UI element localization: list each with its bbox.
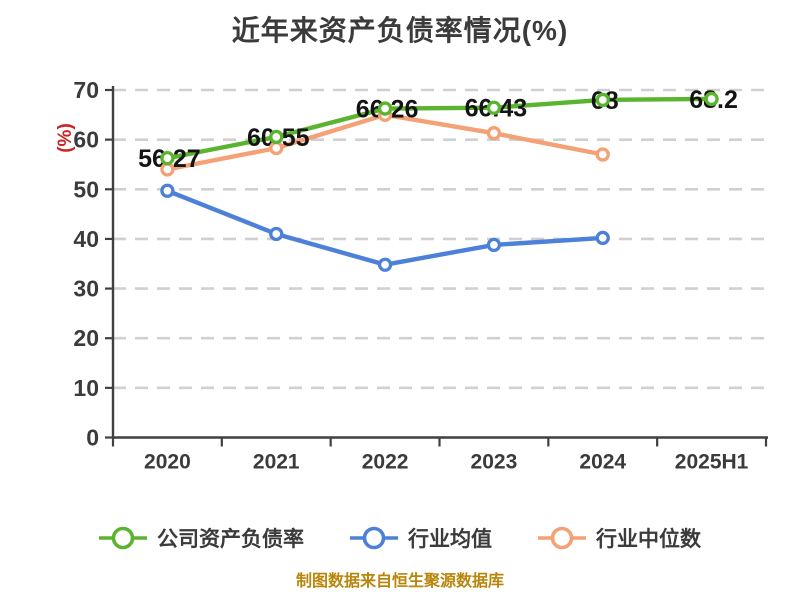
series-company-points (160, 91, 719, 166)
x-tick-label: 2021 (253, 451, 300, 474)
data-point-marker (486, 126, 502, 141)
gridlines (113, 88, 766, 390)
data-point-marker (377, 257, 393, 272)
y-tick-label: 60 (73, 127, 99, 153)
legend-line-marker-icon (350, 526, 398, 550)
legend-line-marker-icon (538, 526, 586, 550)
x-tick-label: 2023 (471, 451, 518, 474)
legend-label: 行业均值 (408, 528, 492, 551)
y-tick-label: 0 (86, 425, 99, 451)
data-point-marker (595, 230, 610, 246)
legend-circle-icon (111, 526, 135, 550)
data-source-note: 制图数据来自恒生聚源数据库 (295, 573, 504, 590)
x-tick-label: 2022 (362, 451, 409, 474)
data-point-marker (269, 226, 284, 242)
y-tick-label: 70 (73, 77, 99, 103)
legend-item-company[interactable]: 公司资产负债率 (99, 523, 304, 553)
y-tick-label: 50 (73, 176, 99, 202)
legend-circle-icon (550, 526, 574, 550)
legend-circle-icon (362, 526, 386, 550)
legend-item-industry-median[interactable]: 行业中位数 (538, 523, 701, 553)
data-point-marker (269, 140, 284, 156)
data-point-marker (595, 147, 610, 162)
series-industry-avg-line (165, 188, 605, 267)
plot-area: 0 10 20 30 40 50 60 70 2020 2021 2022 2023 2024 2025H… (73, 77, 768, 474)
series-company-line (165, 96, 714, 161)
y-tick-label: 20 (73, 325, 99, 351)
y-tick-label: 10 (73, 375, 99, 401)
x-tick-label: 2024 (579, 451, 626, 474)
y-tick-label: 30 (73, 276, 99, 302)
data-point-marker (486, 100, 502, 115)
legend-line-marker-icon (99, 526, 147, 550)
y-tick-label: 40 (73, 226, 99, 252)
legend-item-industry-avg[interactable]: 行业均值 (350, 523, 492, 553)
legend: 公司资产负债率 行业均值 行业中位数 (0, 512, 800, 564)
data-point-marker (160, 183, 175, 198)
data-point-marker (160, 151, 175, 166)
data-point-marker (269, 129, 284, 145)
data-point-marker (486, 237, 502, 253)
data-point-marker (595, 92, 610, 108)
legend-label: 行业中位数 (596, 528, 701, 551)
series-industry-avg-points (160, 183, 610, 272)
value-labels: 56.2760.5566.2666.436868.2 (138, 86, 738, 173)
data-point-marker (160, 162, 175, 177)
y-axis: 0 10 20 30 40 50 60 70 (73, 77, 115, 451)
x-axis: 2020 2021 2022 2023 2024 2025H1 (111, 436, 768, 474)
x-tick-label: 2020 (144, 451, 191, 474)
data-point-marker (377, 101, 393, 116)
data-point-marker (704, 91, 719, 107)
x-tick-label: 2025H1 (675, 451, 749, 474)
chart-title: 近年来资产负债率情况(%) (231, 15, 569, 46)
legend-label: 公司资产负债率 (157, 528, 304, 551)
